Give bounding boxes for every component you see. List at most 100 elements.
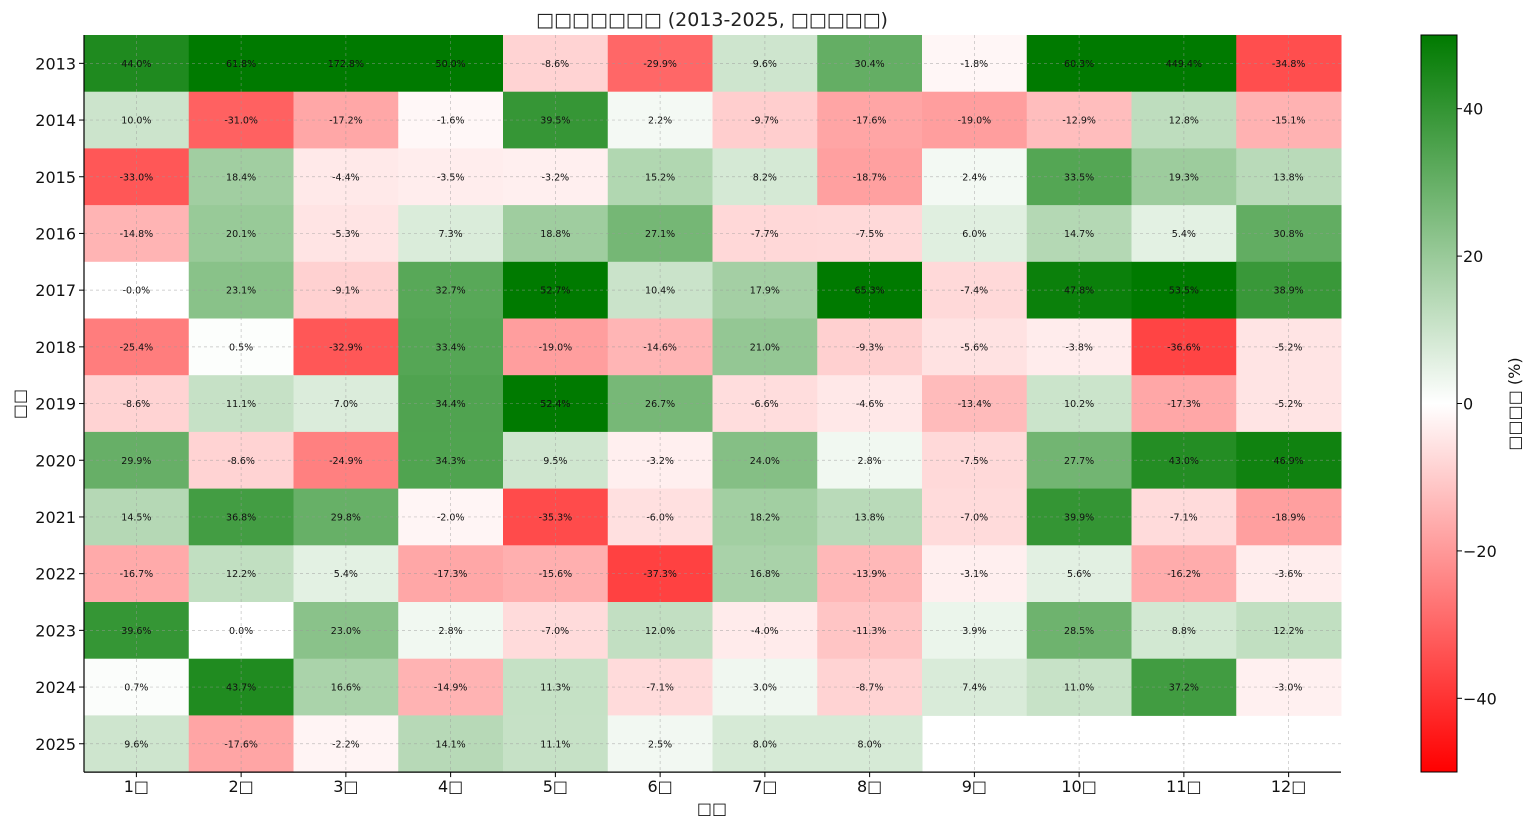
colorbar-tick-label: −20 (1463, 542, 1497, 561)
heatmap-cell (293, 35, 399, 93)
cell-value-label: 44.0% (121, 59, 151, 70)
cell-value-label: -7.7% (751, 229, 779, 240)
cell-value-label: -13.9% (853, 569, 887, 580)
cell-value-label: -17.3% (434, 569, 468, 580)
cell-value-label: -2.0% (437, 512, 465, 523)
x-tick-label: 11□ (1166, 777, 1201, 796)
chart-title: □□□□□□□ (2013-2025, □□□□□) (536, 9, 888, 31)
cell-value-label: -14.8% (120, 229, 154, 240)
cell-value-label: 36.8% (226, 512, 256, 523)
cell-value-label: 27.1% (645, 229, 675, 240)
cell-value-label: -7.4% (961, 286, 989, 297)
cell-value-label: 52.7% (540, 286, 570, 297)
cell-value-label: 30.4% (855, 59, 885, 70)
y-tick-label: 2019 (35, 395, 76, 414)
cell-value-label: -14.6% (643, 342, 677, 353)
cell-value-label: -3.2% (646, 456, 674, 467)
heatmap-cell (293, 658, 399, 716)
y-tick-label: 2022 (35, 565, 76, 584)
cell-value-label: 0.7% (124, 683, 148, 694)
cell-value-label: 14.1% (436, 739, 466, 750)
cell-value-label: -7.5% (961, 456, 989, 467)
cell-value-label: 33.5% (1064, 172, 1094, 183)
cell-value-label: -37.3% (643, 569, 677, 580)
cell-value-label: 28.5% (1064, 626, 1094, 637)
cell-value-label: 2.5% (648, 739, 672, 750)
x-tick-labels: 1□ 2□ 3□ 4□ 5□ 6□ 7□ 8□ 9□ 10□ 11□ 12□ (124, 772, 1306, 796)
cell-value-label: -15.1% (1272, 116, 1306, 127)
cell-value-label: -9.7% (751, 116, 779, 127)
cell-value-label: -3.6% (1275, 569, 1303, 580)
cell-value-label: 11.1% (540, 739, 570, 750)
cell-value-label: 39.6% (121, 626, 151, 637)
cell-value-label: 0.5% (229, 342, 253, 353)
y-tick-label: 2013 (35, 54, 76, 73)
cell-value-label: -32.9% (329, 342, 363, 353)
cell-value-label: -3.8% (1065, 342, 1093, 353)
cell-value-label: 34.4% (436, 399, 466, 410)
cell-value-label: -7.5% (856, 229, 884, 240)
cell-value-label: 9.6% (124, 739, 148, 750)
y-tick-label: 2018 (35, 338, 76, 357)
cell-value-label: 5.6% (1067, 569, 1091, 580)
cell-value-label: 24.0% (750, 456, 780, 467)
cell-value-label: -8.6% (227, 456, 255, 467)
heatmap-cell (293, 545, 399, 603)
cell-value-label: 38.9% (1274, 286, 1304, 297)
colorbar-label: □□□□ (%) (1505, 357, 1524, 450)
cell-value-label: 8.8% (1172, 626, 1196, 637)
cell-value-label: -1.6% (437, 116, 465, 127)
cell-value-label: 2.8% (439, 626, 463, 637)
cell-value-label: 46.9% (1274, 456, 1304, 467)
cell-value-label: -9.3% (856, 342, 884, 353)
cell-value-label: -4.6% (856, 399, 884, 410)
cell-value-label: 9.6% (753, 59, 777, 70)
cell-value-label: -13.4% (958, 399, 992, 410)
y-tick-label: 2014 (35, 111, 76, 130)
colorbar-tick-label: 0 (1463, 395, 1473, 414)
cell-value-label: 32.7% (436, 286, 466, 297)
cell-value-label: 0.0% (229, 626, 253, 637)
cell-value-label: 52.4% (540, 399, 570, 410)
cell-value-label: -0.0% (123, 286, 151, 297)
cell-value-label: 11.3% (540, 683, 570, 694)
cell-value-label: -7.0% (542, 626, 570, 637)
cell-value-label: -7.1% (646, 683, 674, 694)
cell-value-label: 449.4% (1166, 59, 1202, 70)
cell-value-label: 43.7% (226, 683, 256, 694)
cell-value-label: 3.0% (753, 683, 777, 694)
cell-value-label: -17.3% (1167, 399, 1201, 410)
cell-value-label: -5.2% (1275, 342, 1303, 353)
y-tick-labels: 2013 2014 2015 2016 2017 2018 2019 2020 2021 2022… (35, 54, 84, 754)
cell-value-label: 5.4% (1172, 229, 1196, 240)
x-axis-label: □□ (697, 799, 727, 818)
cell-value-label: 6.0% (962, 229, 986, 240)
x-tick-label: 6□ (647, 777, 672, 796)
y-tick-label: 2020 (35, 451, 76, 470)
cell-value-label: 12.0% (645, 626, 675, 637)
cell-value-label: -17.2% (329, 116, 363, 127)
cell-value-label: 33.4% (436, 342, 466, 353)
cell-value-label: 12.2% (226, 569, 256, 580)
cell-value-label: 21.0% (750, 342, 780, 353)
heatmap-cell (84, 545, 190, 603)
cell-value-label: -19.0% (958, 116, 992, 127)
cell-value-label: -7.0% (961, 512, 989, 523)
cell-value-label: 65.3% (855, 286, 885, 297)
cell-value-label: -16.2% (1167, 569, 1201, 580)
cell-value-label: -8.6% (123, 399, 151, 410)
cell-value-label: 7.0% (334, 399, 358, 410)
cell-value-label: 13.8% (855, 512, 885, 523)
cell-value-label: -2.2% (332, 739, 360, 750)
cell-value-label: 9.5% (543, 456, 567, 467)
cell-value-label: 23.1% (226, 286, 256, 297)
y-tick-label: 2017 (35, 281, 76, 300)
colorbar-tick-label: 40 (1463, 100, 1483, 119)
cell-value-label: 17.9% (750, 286, 780, 297)
heatmap-cell (84, 658, 190, 716)
y-tick-label: 2023 (35, 621, 76, 640)
cell-value-label: -5.3% (332, 229, 360, 240)
cell-value-label: 39.5% (540, 116, 570, 127)
heatmap-cell-labels: 44.0% 61.8% 172.8% 50.0% -8.6% -29.9% 9.6% 30.4… (120, 59, 1306, 750)
